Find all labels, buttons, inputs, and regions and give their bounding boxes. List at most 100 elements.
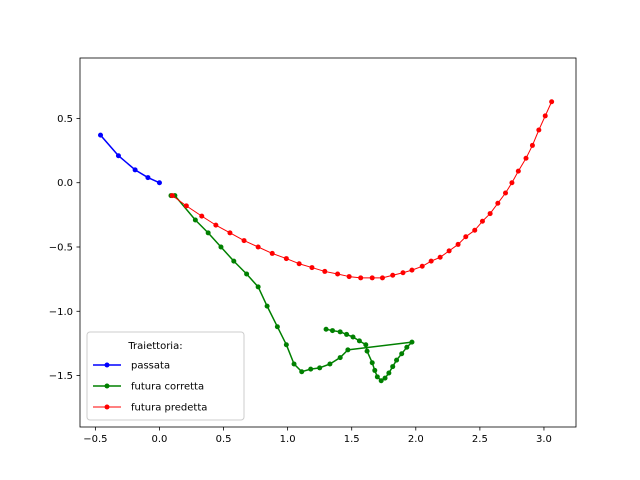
data-point [183,203,189,209]
data-point [255,244,261,250]
legend-entry: passata [93,361,170,372]
data-point [369,275,375,281]
data-point [536,127,542,133]
data-point [227,230,233,236]
legend-swatch-marker [104,362,110,368]
data-point [419,263,425,269]
data-point [350,334,356,340]
y-tick-label: −1.5 [49,371,73,382]
y-tick-label: −1.0 [49,307,73,318]
legend-label: passata [131,361,170,372]
data-point [400,270,406,276]
plot-area [98,99,555,384]
data-point [542,113,548,119]
data-point [308,366,314,372]
data-point [549,99,555,105]
data-point [274,324,280,330]
data-point [169,193,175,199]
data-point [428,258,434,264]
data-point [529,142,535,148]
data-point [372,367,378,373]
data-point [503,190,509,196]
data-point [132,167,138,173]
data-point [523,155,529,161]
x-tick-label: 2.0 [408,434,424,445]
data-point [515,168,521,174]
data-point [374,374,380,380]
x-tick-label: 0.5 [216,434,232,445]
x-tick-label: 0.0 [152,434,168,445]
x-tick-label: −0.5 [83,434,107,445]
data-point [487,211,493,217]
data-point [390,364,396,370]
data-point [264,303,270,309]
data-point [386,370,392,376]
legend-entry: futura predetta [93,403,207,414]
data-point [156,180,162,186]
data-point [409,267,415,273]
data-point [364,348,370,354]
data-point [231,258,237,264]
data-point [463,234,469,240]
data-point [382,375,388,381]
data-point [378,378,384,384]
data-point [437,254,443,260]
legend-box [86,331,245,421]
x-tick-label: 2.5 [472,434,488,445]
data-point [345,347,351,353]
data-point [327,361,333,367]
y-tick-label: −0.5 [49,243,73,254]
data-point [346,274,352,280]
data-point [218,244,224,250]
legend-label: futura predetta [131,403,207,414]
legend-swatch-marker [104,383,110,389]
data-point [205,230,211,236]
data-point [283,256,289,262]
data-point [479,218,485,224]
data-point [145,175,151,181]
data-point [337,355,343,361]
x-tick-label: 1.0 [280,434,296,445]
data-point [356,338,362,344]
data-point [335,271,341,277]
data-point [509,180,515,186]
legend-swatch-marker [104,404,110,410]
data-point [291,361,297,367]
series-1 [168,193,415,384]
legend-entry: futura corretta [93,382,204,393]
data-point [317,365,323,371]
data-point [390,272,396,278]
data-point [299,369,305,375]
data-point [399,351,405,357]
x-tick-label: 3.0 [536,434,552,445]
x-tick-label: 1.5 [344,434,360,445]
data-point [455,241,461,247]
data-point [296,261,302,267]
data-point [358,275,364,281]
data-point [404,344,410,350]
data-point [309,265,315,271]
data-point [495,200,501,206]
data-point [409,339,415,345]
data-point [344,331,350,337]
data-point [446,248,452,254]
data-point [323,326,329,332]
data-point [115,153,121,159]
data-point [244,271,250,277]
data-point [98,132,104,138]
data-point [337,329,343,335]
legend-title: Traiettoria: [127,341,182,352]
data-point [322,268,328,274]
data-point [363,342,369,348]
data-point [269,250,275,256]
data-point [241,238,247,244]
y-tick-label: 0.5 [57,114,73,125]
data-point [329,328,335,334]
data-point [394,357,400,363]
data-point [199,213,205,219]
data-point [379,275,385,281]
data-point [283,342,289,348]
data-point [255,284,261,290]
data-point [192,217,198,223]
